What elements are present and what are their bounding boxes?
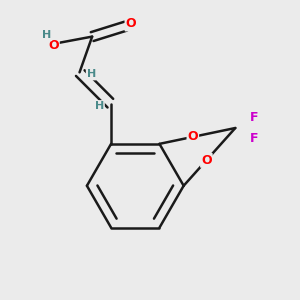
Text: H: H: [95, 101, 104, 111]
Text: H: H: [87, 70, 96, 80]
Text: H: H: [42, 30, 51, 40]
Text: O: O: [201, 154, 212, 167]
Text: O: O: [188, 130, 198, 143]
Text: F: F: [250, 132, 259, 145]
Text: O: O: [125, 17, 136, 31]
Text: O: O: [48, 38, 59, 52]
Text: F: F: [250, 111, 259, 124]
